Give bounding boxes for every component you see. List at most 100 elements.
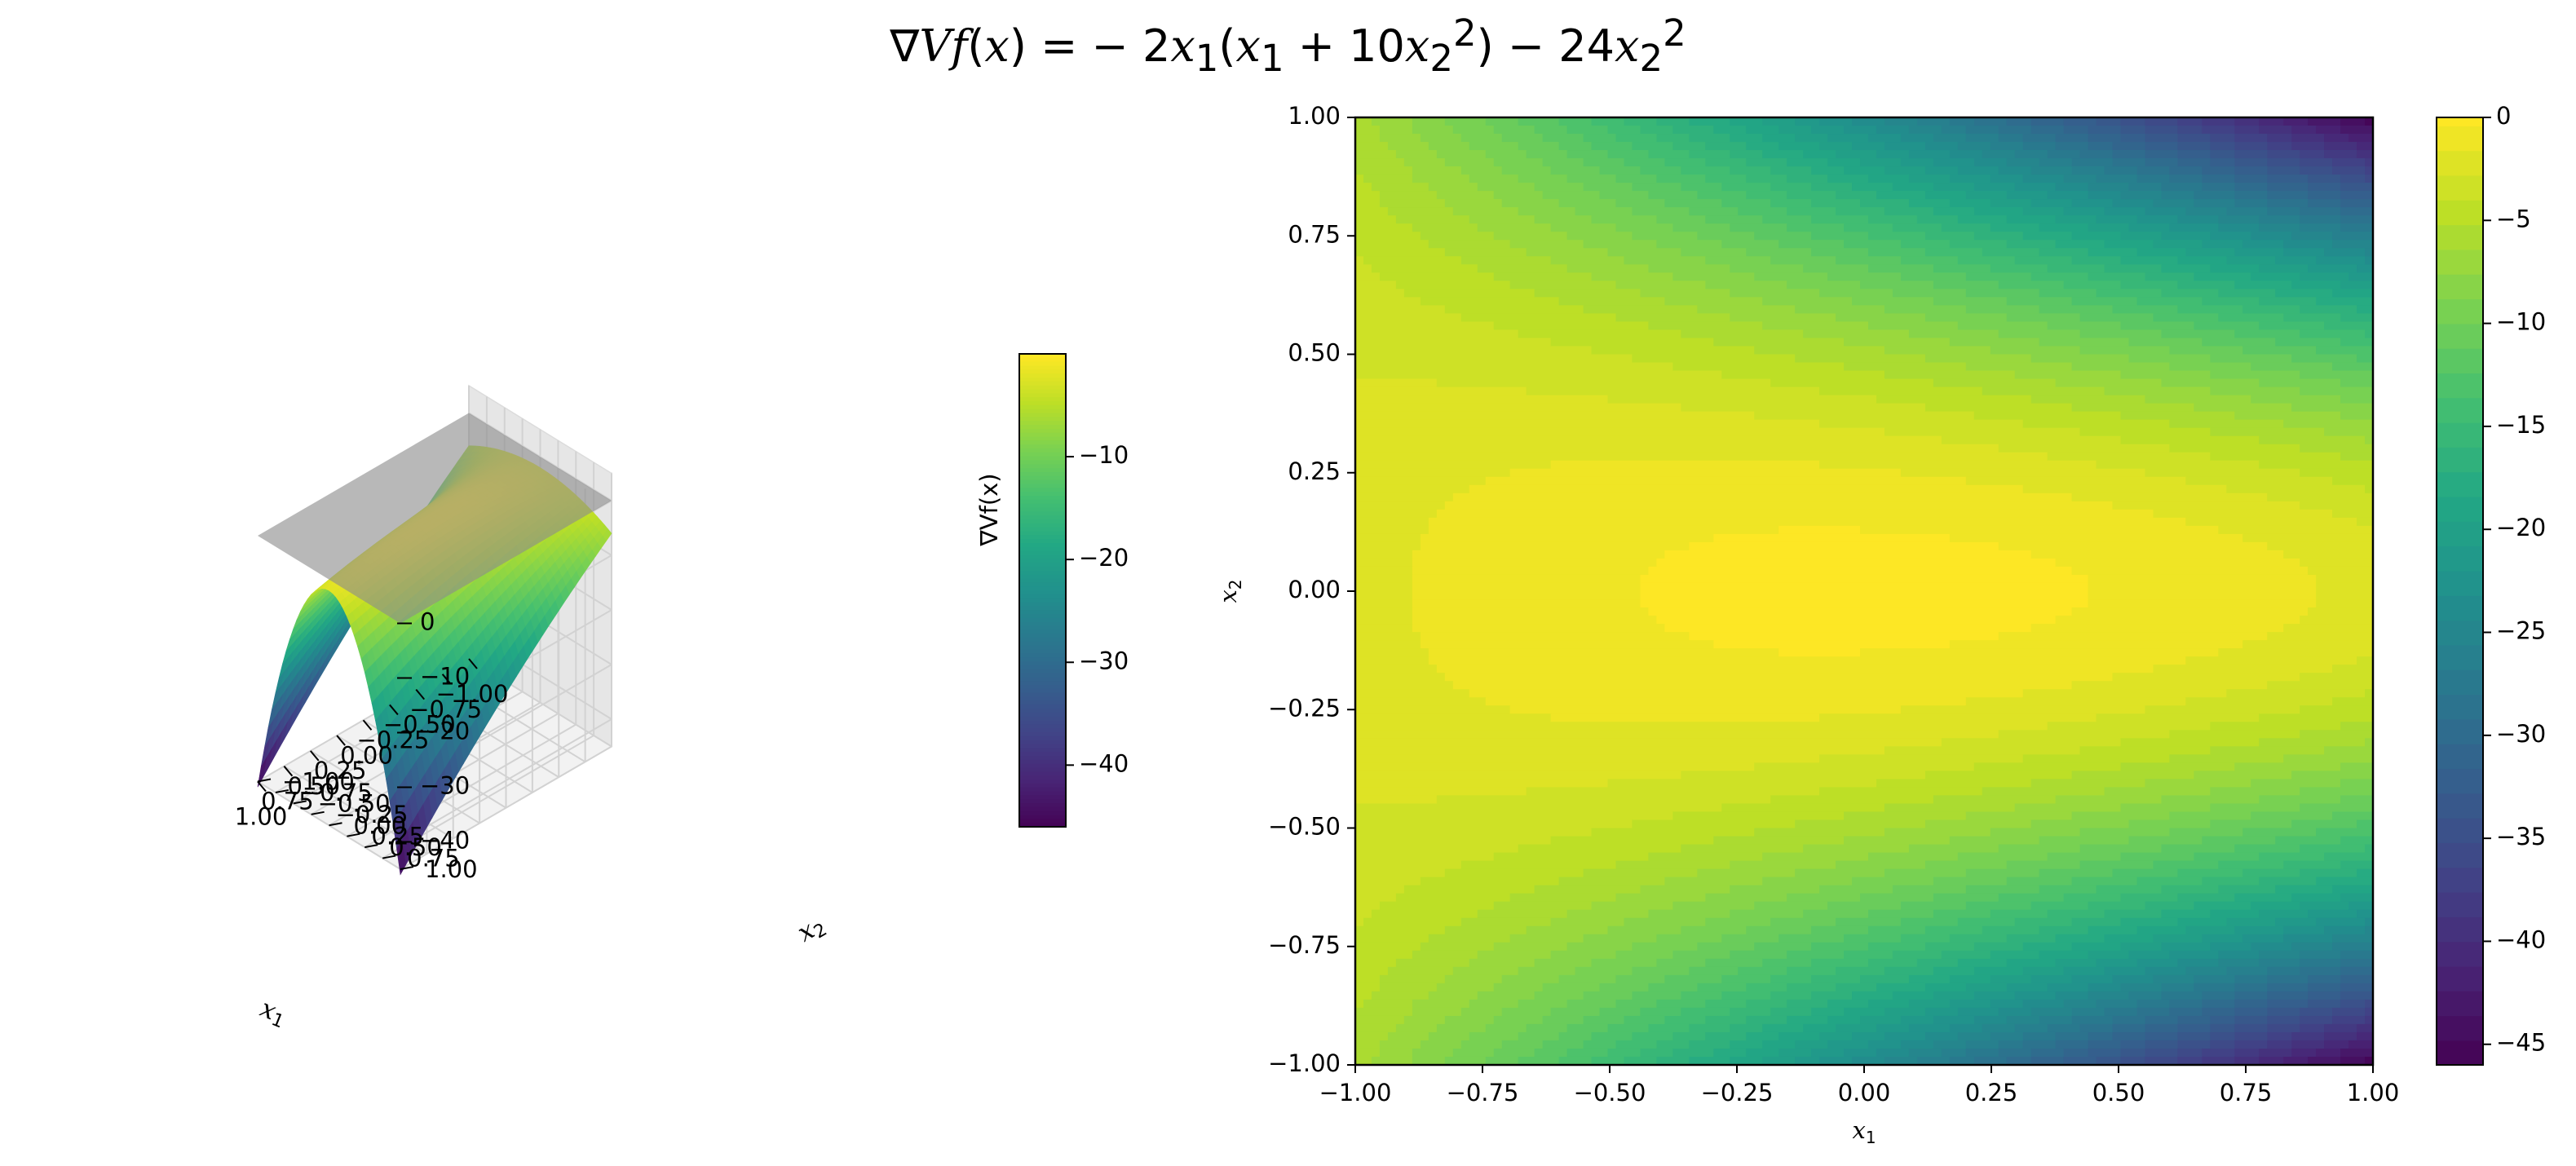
- contour-band: [2088, 591, 2317, 600]
- contour-band: [1836, 313, 1926, 323]
- contour-band: [1916, 958, 1959, 968]
- colorbar-band: [1019, 354, 1066, 359]
- x2-tick: [400, 866, 414, 870]
- title-plus: + 10: [1284, 20, 1405, 72]
- contour-band: [1933, 378, 2057, 388]
- contour-band: [1884, 142, 1926, 151]
- contour-band: [2055, 378, 2163, 388]
- contour-band: [1746, 142, 1779, 151]
- contour-band: [1836, 983, 1877, 992]
- contour-band: [1355, 378, 1438, 388]
- contour-band: [1452, 492, 2073, 502]
- contour-band: [1949, 934, 2008, 943]
- contour-band: [2259, 1056, 2284, 1065]
- y-tick-label: −1.00: [1268, 1049, 1341, 1077]
- contour-band: [1566, 126, 1609, 135]
- contour-band: [1518, 966, 1576, 976]
- contour-band: [1624, 917, 1707, 927]
- contour-band: [1762, 321, 1869, 331]
- y-tick-label: 0.50: [1288, 339, 1341, 367]
- x1-tick: [336, 735, 346, 746]
- contour-band: [2234, 174, 2269, 183]
- colorbar-band: [1019, 404, 1066, 410]
- contour-band: [2185, 966, 2228, 976]
- contour-band: [2079, 313, 2154, 323]
- colorbar-tick-label: −30: [2496, 720, 2546, 748]
- contour-band: [2022, 942, 2073, 952]
- contour-band: [1355, 950, 1413, 960]
- contour-band: [1924, 191, 1967, 200]
- contour-band: [1371, 909, 1478, 919]
- contour-band: [2145, 142, 2179, 151]
- contour-band: [2291, 1048, 2317, 1058]
- contour-band: [2177, 1048, 2203, 1058]
- contour-band: [1452, 1048, 1495, 1058]
- title-x1: x: [1170, 20, 1195, 72]
- contour-band: [1762, 1056, 1796, 1065]
- x1-tick: [257, 780, 267, 793]
- contour-band: [2340, 174, 2366, 183]
- contour-band: [2096, 460, 2260, 470]
- colorbar-band: [2437, 117, 2483, 126]
- contour-band: [2120, 1040, 2146, 1049]
- colorbar-band: [2437, 570, 2483, 596]
- contour-band: [1672, 950, 1731, 960]
- contour-band: [1355, 150, 1397, 159]
- contour-band: [1754, 346, 1885, 356]
- contour-band: [1949, 240, 2008, 250]
- contour-band: [2120, 321, 2195, 331]
- contour-band: [1998, 126, 2032, 135]
- contour-band: [2275, 836, 2341, 846]
- contour-band: [2340, 974, 2373, 984]
- contour-band: [2291, 142, 2325, 151]
- contour-band: [1420, 877, 1560, 886]
- contour-band: [1371, 264, 1478, 274]
- contour-band: [2283, 925, 2325, 935]
- contour-band: [2112, 868, 2179, 878]
- contour-band: [2136, 1007, 2171, 1017]
- colorbar-band: [1019, 373, 1066, 378]
- colorbar-band: [1019, 496, 1066, 501]
- contour-band: [1355, 974, 1381, 984]
- contour-band: [2340, 183, 2373, 192]
- contour-band: [1355, 901, 1381, 911]
- contour-band: [2283, 240, 2333, 250]
- contour-band: [1957, 166, 1999, 175]
- contour-band: [1355, 713, 1552, 723]
- contour-band: [2177, 1056, 2203, 1065]
- contour-band: [1558, 199, 1617, 208]
- contour-band: [1583, 183, 1633, 192]
- contour-band: [2088, 142, 2114, 151]
- contour-band: [2259, 378, 2341, 388]
- contour-band: [2022, 174, 2065, 183]
- contour-band: [1428, 142, 1470, 151]
- contour-band: [2275, 256, 2317, 266]
- contour-band: [2006, 240, 2057, 250]
- contour-band: [2120, 117, 2146, 126]
- contour-band: [2202, 1056, 2236, 1065]
- contour-band: [1412, 950, 1478, 960]
- contour-band: [1632, 142, 1674, 151]
- contour-band: [2030, 126, 2065, 135]
- colorbar-band: [2437, 422, 2483, 448]
- contour-band: [1900, 705, 2146, 715]
- contour-band: [2153, 509, 2333, 519]
- contour-band: [2161, 885, 2220, 894]
- contour-band: [1965, 191, 2008, 200]
- contour-band: [2365, 435, 2373, 445]
- contour-band: [2300, 803, 2373, 813]
- contour-band: [1787, 966, 1836, 976]
- contour-band: [1811, 942, 1869, 952]
- contour-band: [1819, 1031, 1853, 1041]
- contour-band: [1681, 991, 1723, 1000]
- contour-band: [2259, 852, 2325, 862]
- contour-band: [1477, 909, 1568, 919]
- contour-band: [2275, 289, 2333, 298]
- contour-band: [2300, 272, 2349, 282]
- contour-band: [2071, 974, 2114, 984]
- contour-band: [1355, 665, 1438, 674]
- contour-band: [2267, 158, 2300, 167]
- contour-band: [1778, 142, 1820, 151]
- contour-band: [2177, 868, 2244, 878]
- contour-band: [2291, 354, 2357, 364]
